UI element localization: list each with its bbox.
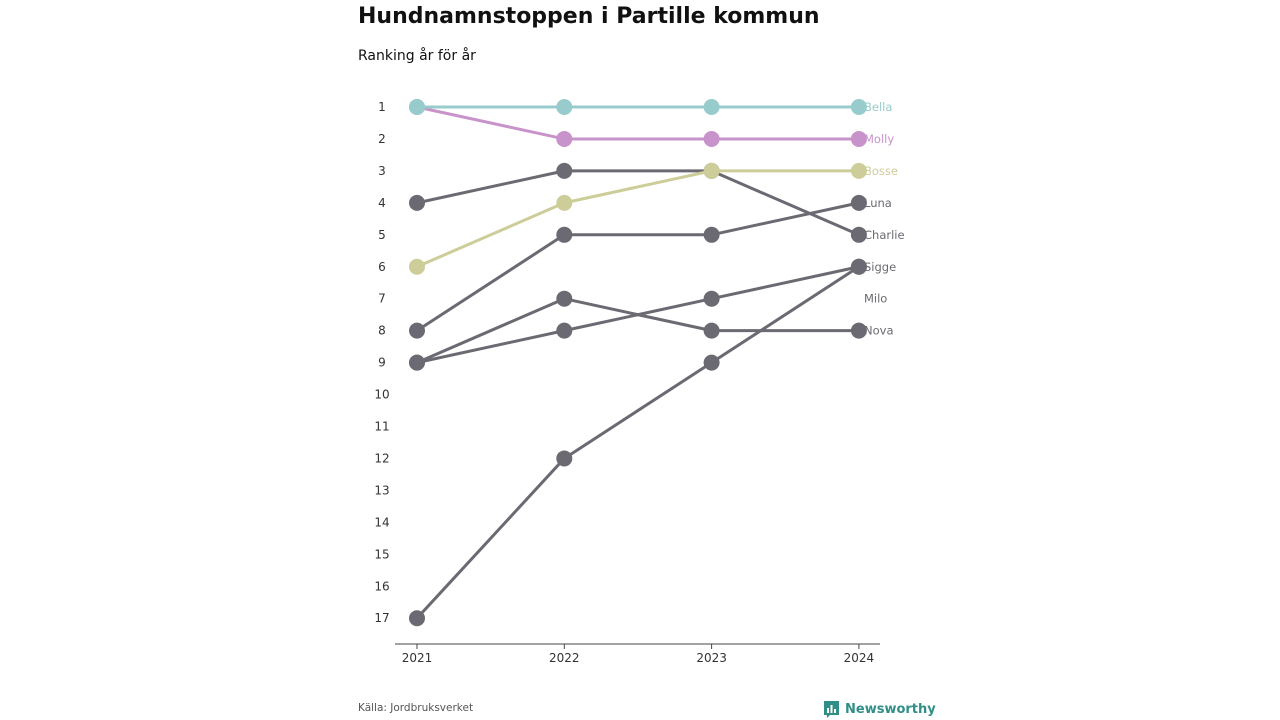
data-point[interactable] xyxy=(409,99,425,115)
bar-chart-icon xyxy=(824,701,839,718)
series-end-label: Charlie xyxy=(864,228,905,242)
y-tick-label: 1 xyxy=(378,100,386,114)
y-tick-label: 10 xyxy=(374,388,389,402)
series-bosse xyxy=(409,162,867,275)
y-tick-label: 12 xyxy=(374,451,389,465)
series-sigge xyxy=(409,258,867,371)
data-point[interactable] xyxy=(703,354,720,371)
data-point[interactable] xyxy=(556,130,573,147)
data-point[interactable] xyxy=(703,99,720,115)
series-luna xyxy=(409,194,867,339)
series-end-label: Sigge xyxy=(864,260,896,274)
series-end-label: Bosse xyxy=(864,164,898,178)
data-point[interactable] xyxy=(703,322,720,339)
series-line xyxy=(416,265,860,365)
y-tick-label: 8 xyxy=(378,324,386,338)
data-point[interactable] xyxy=(556,322,573,339)
data-point[interactable] xyxy=(850,194,867,211)
data-point[interactable] xyxy=(409,258,425,275)
series-line xyxy=(415,265,860,620)
x-tick-label: 2022 xyxy=(549,651,580,665)
data-point[interactable] xyxy=(850,226,867,243)
y-tick-label: 14 xyxy=(374,515,389,529)
series-bella xyxy=(409,99,867,115)
y-tick-label: 16 xyxy=(374,579,389,593)
y-tick-label: 6 xyxy=(378,260,386,274)
y-tick-label: 4 xyxy=(378,196,386,210)
data-point[interactable] xyxy=(850,99,867,115)
series-end-label: Luna xyxy=(864,196,892,210)
y-tick-label: 13 xyxy=(374,483,389,497)
data-point[interactable] xyxy=(556,450,573,467)
y-tick-label: 5 xyxy=(378,228,386,242)
data-point[interactable] xyxy=(703,130,720,147)
y-tick-label: 7 xyxy=(378,292,386,306)
data-point[interactable] xyxy=(409,610,425,627)
data-point[interactable] xyxy=(703,162,720,179)
series-line xyxy=(416,169,859,269)
series-charlie xyxy=(409,162,867,243)
data-point[interactable] xyxy=(850,130,867,147)
data-point[interactable] xyxy=(850,258,867,275)
brand-name: Newsworthy xyxy=(845,702,936,717)
source-note: Källa: Jordbruksverket xyxy=(358,702,474,714)
data-point[interactable] xyxy=(556,290,573,307)
y-tick-label: 2 xyxy=(378,132,386,146)
y-tick-label: 15 xyxy=(374,547,389,561)
series-end-label: Molly xyxy=(864,132,894,146)
chart-subtitle: Ranking år för år xyxy=(358,48,476,64)
series-end-label: Bella xyxy=(864,100,892,114)
data-point[interactable] xyxy=(850,162,867,179)
data-point[interactable] xyxy=(703,290,720,307)
chart-title: Hundnamnstoppen i Partille kommun xyxy=(358,4,820,29)
y-tick-label: 11 xyxy=(374,420,389,434)
series-nova xyxy=(409,290,867,371)
data-point[interactable] xyxy=(409,354,425,371)
data-point[interactable] xyxy=(409,322,425,339)
data-point[interactable] xyxy=(556,99,573,115)
y-tick-label: 9 xyxy=(378,356,386,370)
series-line xyxy=(416,169,860,237)
series-end-label: Nova xyxy=(864,324,894,338)
x-tick-label: 2023 xyxy=(696,651,727,665)
series-end-label: Milo xyxy=(864,292,887,306)
data-point[interactable] xyxy=(556,226,573,243)
data-point[interactable] xyxy=(703,226,720,243)
newsworthy-logo[interactable]: Newsworthy xyxy=(823,700,936,719)
data-point[interactable] xyxy=(556,194,573,211)
x-tick-label: 2024 xyxy=(844,651,875,665)
y-tick-label: 3 xyxy=(378,164,386,178)
series-line xyxy=(416,105,859,141)
data-point[interactable] xyxy=(556,162,573,179)
y-tick-label: 17 xyxy=(374,611,389,625)
x-tick-label: 2021 xyxy=(402,651,433,665)
series-line xyxy=(416,201,860,332)
data-point[interactable] xyxy=(409,194,425,211)
data-point[interactable] xyxy=(850,322,867,339)
